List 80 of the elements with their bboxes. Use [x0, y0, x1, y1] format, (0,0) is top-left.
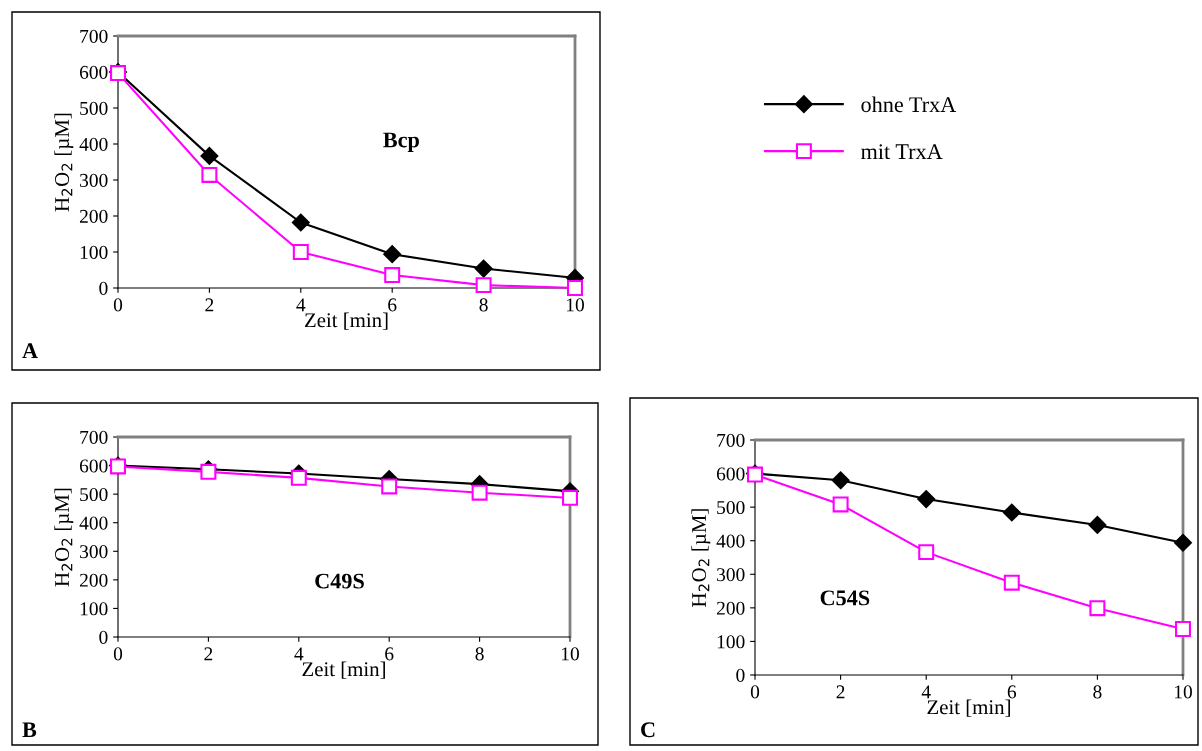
- point: [567, 280, 583, 296]
- point: [917, 490, 936, 508]
- x-tick-label: 6: [388, 298, 397, 312]
- y-tick-label: 200: [79, 209, 108, 223]
- y-tick-label: 0: [99, 281, 108, 295]
- y-axis-title: H$_{2}$O$_{2}$ [µM]: [54, 113, 74, 212]
- y-tick-label: 300: [717, 568, 745, 582]
- legend-label: ohne TrxA: [861, 96, 957, 113]
- x-tick-label: 2: [836, 685, 845, 699]
- text: C: [641, 722, 655, 738]
- point: [1175, 621, 1191, 637]
- point: [381, 478, 398, 495]
- x-tick-label: 6: [1007, 685, 1017, 699]
- x-tick-label: 8: [479, 298, 488, 312]
- y-tick-label: 500: [80, 101, 108, 115]
- y-tick-label: 600: [79, 459, 108, 473]
- point: [384, 267, 401, 284]
- x-tick-label: 6: [385, 647, 394, 661]
- point: [200, 146, 219, 165]
- y-tick-label: 200: [716, 601, 745, 615]
- y-tick-label: 600: [79, 65, 108, 79]
- legend-label: mit TrxA: [861, 144, 943, 160]
- x-tick-label: 2: [204, 647, 213, 661]
- y-tick-label: 300: [80, 173, 108, 187]
- point: [1002, 503, 1021, 522]
- y-tick-label: 100: [80, 602, 108, 616]
- y-tick-label: 400: [79, 137, 108, 151]
- x-tick-label: 10: [561, 647, 579, 661]
- x-tick-label: 8: [1093, 685, 1102, 699]
- x-tick-label: 0: [113, 647, 123, 661]
- point: [292, 244, 309, 260]
- x-tick-label: 4: [294, 647, 304, 661]
- point: [474, 259, 493, 278]
- y-tick-label: 300: [80, 545, 108, 559]
- x-tick-label: 0: [113, 298, 123, 312]
- y-axis-title: H$_{2}$O$_{2}$ [µM]: [54, 488, 74, 587]
- text: B: [22, 722, 37, 738]
- y-tick-label: 400: [79, 516, 108, 530]
- x-tick-label: 8: [475, 647, 484, 661]
- point: [201, 166, 218, 183]
- y-axis-title: H$_{2}$O$_{2}$ [µM]: [691, 509, 711, 607]
- point: [832, 496, 849, 513]
- point: [918, 544, 935, 561]
- point: [562, 489, 578, 506]
- x-tick-label: 0: [750, 685, 760, 699]
- y-tick-label: 600: [716, 467, 745, 481]
- x-tick-label: 10: [566, 298, 584, 312]
- point: [291, 213, 310, 232]
- point: [1088, 516, 1107, 534]
- x-axis-title: Zeit [min]: [927, 699, 1010, 717]
- x-axis-title: Zeit [min]: [302, 661, 385, 679]
- y-tick-label: 500: [80, 487, 108, 502]
- x-tick-label: 4: [921, 685, 931, 699]
- point: [290, 469, 307, 486]
- y-tick-label: 100: [80, 245, 108, 259]
- x-tick-label: 2: [205, 298, 214, 312]
- point: [475, 277, 492, 294]
- point: [831, 471, 850, 490]
- text: A: [22, 343, 38, 358]
- y-tick-label: 0: [736, 668, 745, 682]
- x-tick-label: 4: [296, 298, 306, 312]
- annotation: Bcp: [383, 132, 419, 152]
- annotation: C54S: [820, 590, 870, 606]
- y-tick-label: 400: [716, 534, 745, 548]
- y-tick-label: 0: [99, 630, 108, 644]
- y-tick-label: 700: [80, 29, 108, 43]
- point: [1089, 600, 1106, 617]
- point: [200, 463, 217, 480]
- point: [383, 245, 402, 264]
- point: [471, 484, 488, 501]
- y-tick-label: 700: [80, 430, 108, 444]
- point: [1174, 533, 1192, 552]
- x-tick-label: 10: [1174, 685, 1192, 699]
- y-tick-label: 500: [717, 500, 745, 515]
- y-tick-label: 200: [79, 573, 108, 587]
- y-tick-label: 700: [717, 433, 745, 447]
- x-axis-title: Zeit [min]: [304, 312, 388, 330]
- annotation: C49S: [315, 573, 364, 589]
- y-tick-label: 100: [717, 635, 745, 649]
- point: [1003, 574, 1020, 591]
